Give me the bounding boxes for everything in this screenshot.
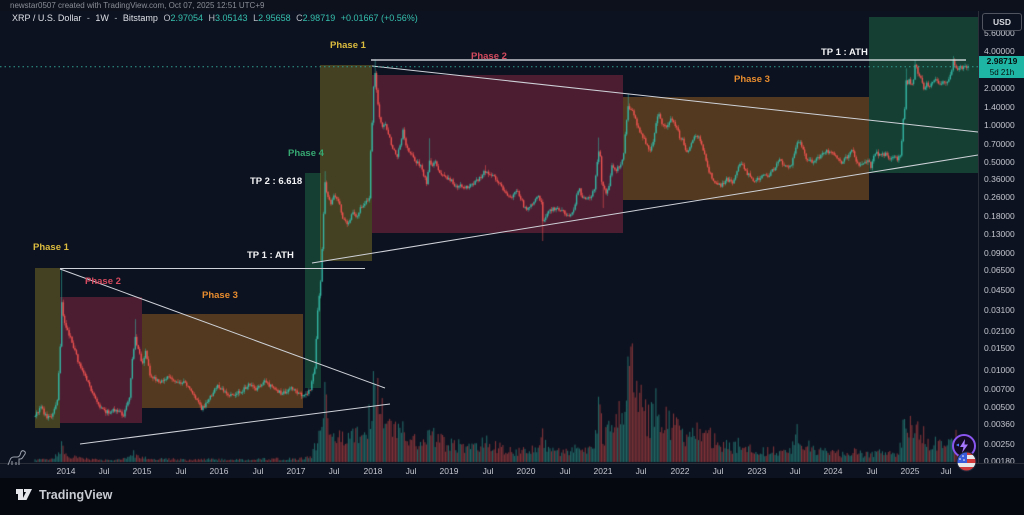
time-tick-2016[interactable]: 2016: [209, 466, 229, 476]
time-tick-2015[interactable]: 2015: [132, 466, 152, 476]
price-tick: 0.09000: [984, 248, 1015, 259]
time-axis[interactable]: 2014 Jul 2015 Jul 2016 Jul 2017 Jul 2018 Jul 2019 J…: [0, 463, 1024, 478]
time-tick-Jul[interactable]: Jul: [559, 466, 571, 476]
price-tick: 1.00000: [984, 120, 1015, 130]
last-price-value: 2.98719: [986, 55, 1018, 66]
change-value: +0.01667 (+0.56%): [340, 13, 418, 23]
exchange[interactable]: Bitstamp: [122, 13, 158, 23]
cycle1-phase1-label[interactable]: Phase 1: [33, 242, 69, 253]
price-tick: 0.00250: [984, 438, 1015, 449]
time-tick-Jul[interactable]: Jul: [405, 466, 417, 476]
chart-pane[interactable]: Phase 1 Phase 2 Phase 3 Phase 4 TP 2 : 6.618…: [0, 11, 978, 472]
time-tick-2023[interactable]: 2023: [747, 466, 767, 476]
time-tick-Jul[interactable]: Jul: [789, 466, 801, 476]
time-tick-Jul[interactable]: Jul: [252, 466, 264, 476]
low-value: 2.95658: [258, 13, 291, 23]
symbol-legend[interactable]: XRP / U.S. Dollar - 1W - Bitstamp O2.970…: [12, 13, 418, 23]
price-tick: 0.50000: [984, 156, 1015, 167]
time-tick-Jul[interactable]: Jul: [940, 466, 952, 476]
price-tick: 0.18000: [984, 211, 1015, 222]
price-tick: 1.40000: [984, 102, 1015, 113]
cycle1-tp2-label[interactable]: TP 2 : 6.618: [250, 176, 303, 187]
cycle2-phase3-label[interactable]: Phase 3: [734, 74, 770, 85]
bar-countdown: 5d 21h: [989, 67, 1015, 77]
tradingview-logo-icon: [16, 489, 32, 500]
cycle1-phase3-label[interactable]: Phase 3: [202, 290, 238, 301]
price-tick: 0.36000: [984, 174, 1015, 185]
high-value: 3.05143: [215, 13, 248, 23]
price-tick: 0.13000: [984, 228, 1015, 239]
flag-reaction-icon[interactable]: [956, 451, 977, 472]
low-label: L: [253, 13, 259, 23]
cycle1-phase2-label[interactable]: Phase 2: [85, 276, 121, 287]
price-tick: 0.01500: [984, 343, 1015, 354]
last-price-label: 2.98719 5d 21h: [979, 55, 1024, 78]
time-tick-2020[interactable]: 2020: [516, 466, 536, 476]
cycle2-tp1-label[interactable]: TP 1 : ATH: [821, 47, 868, 58]
open-label: O: [163, 13, 171, 23]
price-tick: 0.01000: [984, 364, 1015, 375]
price-axis[interactable]: USD 5.60000 4.00000 2.00000 1.40000 1.00000 0…: [978, 11, 1024, 467]
price-tick: 4.00000: [984, 46, 1015, 57]
price-tick: 5.60000: [984, 28, 1015, 39]
price-tick: 0.03100: [984, 304, 1015, 315]
time-tick-Jul[interactable]: Jul: [482, 466, 494, 476]
time-tick-Jul[interactable]: Jul: [98, 466, 110, 476]
time-tick-2019[interactable]: 2019: [439, 466, 459, 476]
time-tick-2014[interactable]: 2014: [56, 466, 76, 476]
price-tick: 0.00500: [984, 401, 1015, 412]
high-label: H: [208, 13, 216, 23]
footer-bar: TradingView: [0, 478, 1024, 515]
time-tick-2024[interactable]: 2024: [823, 466, 843, 476]
cycle2-phase2-label[interactable]: Phase 2: [471, 51, 507, 62]
time-tick-Jul[interactable]: Jul: [175, 466, 187, 476]
time-tick-2025[interactable]: 2025: [900, 466, 920, 476]
tradingview-logo-text: TradingView: [39, 487, 113, 502]
attribution-bar: newstar0507 created with TradingView.com…: [0, 0, 1024, 11]
time-tick-2018[interactable]: 2018: [363, 466, 383, 476]
cycle1-phase4-label[interactable]: Phase 4: [288, 148, 324, 159]
tradingview-logo[interactable]: TradingView: [16, 487, 112, 502]
time-tick-2021[interactable]: 2021: [593, 466, 613, 476]
open-value: 2.97054: [170, 13, 204, 23]
currency-toggle-button[interactable]: USD: [982, 13, 1022, 31]
candlestick-canvas[interactable]: [0, 11, 978, 463]
close-label: C: [296, 13, 303, 23]
cycle2-phase1-label[interactable]: Phase 1: [330, 40, 366, 51]
time-tick-2022[interactable]: 2022: [670, 466, 690, 476]
symbol-name[interactable]: XRP / U.S. Dollar: [12, 13, 82, 23]
price-tick: 0.06500: [984, 265, 1015, 276]
time-tick-Jul[interactable]: Jul: [328, 466, 340, 476]
price-tick: 0.00180: [984, 456, 1015, 467]
close-value: 2.98719: [302, 13, 336, 23]
time-tick-Jul[interactable]: Jul: [866, 466, 878, 476]
cycle1-tp1-label[interactable]: TP 1 : ATH: [247, 250, 294, 261]
price-tick: 0.04500: [984, 284, 1015, 295]
price-tick: 2.00000: [984, 83, 1015, 94]
price-tick: 0.00700: [984, 383, 1015, 394]
price-tick: 0.00360: [984, 419, 1015, 430]
time-tick-Jul[interactable]: Jul: [712, 466, 724, 476]
price-tick: 0.26000: [984, 191, 1015, 202]
time-tick-2017[interactable]: 2017: [286, 466, 306, 476]
price-tick: 0.70000: [984, 138, 1015, 149]
dino-icon: [7, 450, 26, 466]
price-tick: 0.02100: [984, 325, 1015, 336]
timeframe[interactable]: 1W: [95, 13, 109, 23]
time-tick-Jul[interactable]: Jul: [635, 466, 647, 476]
